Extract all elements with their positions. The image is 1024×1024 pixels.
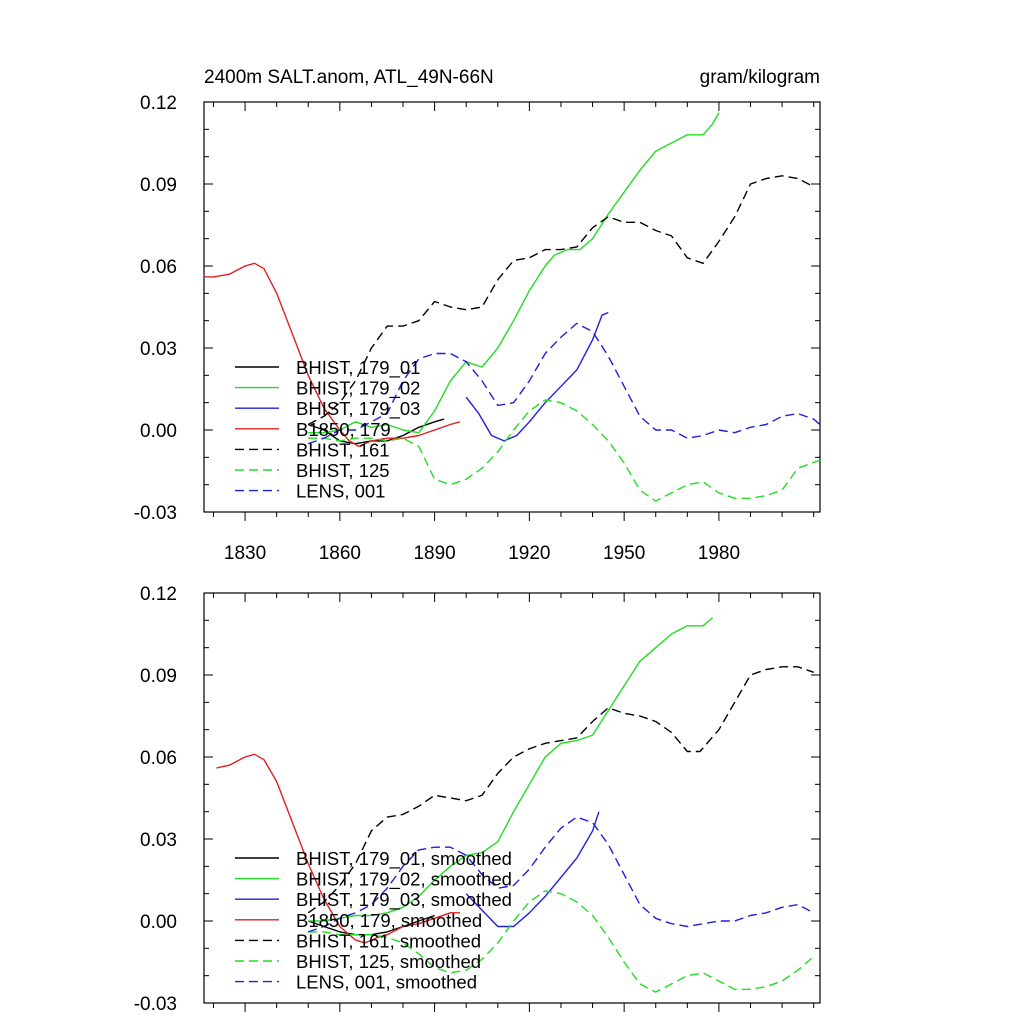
legend-label: BHIST, 179_02, smoothed [296,869,512,891]
x-tick-label: 1890 [413,543,455,564]
series-line [465,811,600,928]
series-line [307,418,445,445]
legend-label: BHIST, 161 [296,439,390,460]
legend-label: LENS, 001 [296,481,385,502]
x-tick-label: 1830 [224,543,266,564]
y-tick-label: -0.03 [134,503,177,524]
y-tick-label: 0.09 [140,666,177,687]
legend-label: B1850, 179 [296,419,391,440]
legend-label: B1850, 179, smoothed [296,910,482,931]
series-line [308,890,815,993]
series-line [204,262,461,448]
y-tick-label: 0.03 [140,339,177,360]
series-line [308,112,720,434]
x-tick-label: 1950 [603,543,645,564]
series-line [307,175,815,426]
series-line [308,399,821,502]
y-tick-label: 0.06 [140,748,177,769]
legend-label: BHIST, 125 [296,460,390,481]
legend-label: LENS, 001, smoothed [296,972,477,993]
legend-label: BHIST, 161, smoothed [296,930,481,951]
y-tick-label: 0.12 [140,93,177,114]
series-line [307,816,815,933]
legend-label: BHIST, 179_03, smoothed [296,889,512,911]
plot-title: 2400m SALT.anom, ATL_49N-66N [204,67,494,88]
y-tick-label: 0.03 [140,830,177,851]
legend-label: BHIST, 179_01, smoothed [296,848,512,870]
y-tick-label: 0.06 [140,257,177,278]
series-line [308,617,714,922]
y-tick-label: -0.03 [134,994,177,1015]
bottom-panel: 0.12 0.09 0.06 0.03 0.00 -0.03 BHIST, 179_01, … [134,584,821,1015]
legend-label: BHIST, 125, smoothed [296,951,481,972]
series-line [465,311,609,442]
legend-label: BHIST, 179_03 [296,398,420,420]
y-tick-label: 0.00 [140,421,177,442]
series-line [216,753,460,944]
units-label: gram/kilogram [700,67,820,88]
legend-label: BHIST, 179_02 [296,378,420,400]
plot-frame [203,592,821,1004]
x-tick-label: 1860 [319,543,361,564]
x-tick-label: 1980 [698,543,740,564]
y-tick-label: 0.09 [140,175,177,196]
x-tick-label: 1920 [508,543,550,564]
plot-frame [203,101,821,513]
series-line [307,666,814,914]
legend-label: BHIST, 179_01 [296,357,420,379]
series-line [307,322,821,445]
top-panel: 0.12 0.09 0.06 0.03 0.00 -0.03 1830 1860 1890 192… [134,93,821,564]
y-tick-label: 0.12 [140,584,177,605]
y-tick-label: 0.00 [140,912,177,933]
